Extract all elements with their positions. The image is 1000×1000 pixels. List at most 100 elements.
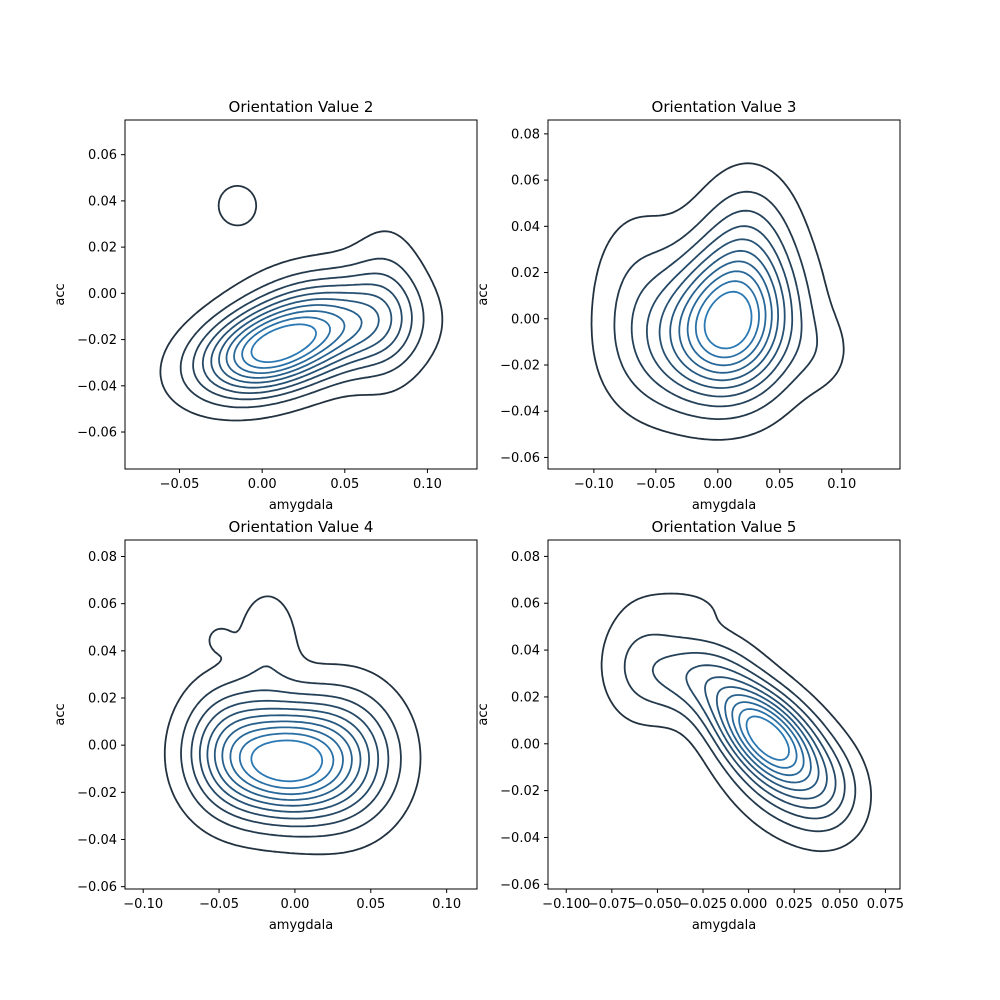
contour-level-8 — [229, 726, 344, 796]
x-tick-label: −0.050 — [633, 897, 681, 912]
contour-level-10 — [250, 739, 324, 783]
y-tick-label: 0.02 — [511, 690, 540, 705]
contour-level-7 — [724, 694, 812, 784]
x-tick-label: 0.025 — [776, 897, 813, 912]
y-tick-label: 0.06 — [511, 597, 540, 612]
y-tick-label: −0.02 — [77, 786, 117, 801]
x-tick-label: −0.10 — [574, 477, 614, 492]
chart-panel-2: −0.10 −0.05 0.00 0.05 0.10 −0.06 −0.04 −0.02 0.0… — [476, 98, 901, 513]
y-tick-label: 0.06 — [88, 597, 117, 612]
y-tick-label: −0.06 — [77, 426, 117, 441]
contour-level-5 — [210, 291, 393, 389]
chart-panel-4: −0.100−0.075−0.050−0.025 0.000 0.025 0.050 0… — [476, 518, 904, 933]
x-tick-label: −0.10 — [123, 897, 163, 912]
axes-frame — [124, 119, 478, 470]
contour-level-9 — [241, 316, 331, 369]
y-tick-label: 0.04 — [88, 644, 117, 659]
contour-level-4 — [685, 664, 837, 809]
y-tick-label: −0.04 — [500, 831, 540, 846]
contour-level-8 — [686, 270, 767, 367]
contour-level-2 — [623, 633, 857, 833]
contour-level-8 — [233, 310, 346, 374]
y-tick-label: 0.02 — [88, 691, 117, 706]
y-tick-label: −0.02 — [500, 358, 540, 373]
contour-level-9 — [694, 280, 760, 359]
y-tick-label: 0.00 — [88, 739, 117, 754]
panel-title: Orientation Value 3 — [652, 98, 797, 116]
y-tick-label: 0.08 — [511, 127, 540, 142]
contour-level-9 — [238, 732, 335, 789]
contour-level-6 — [218, 298, 380, 384]
x-tick-label: 0.00 — [703, 477, 732, 492]
x-tick-label: −0.05 — [199, 897, 239, 912]
x-axis-label: amygdala — [692, 918, 756, 933]
y-axis-label: acc — [476, 703, 491, 725]
y-tick-label: −0.06 — [500, 878, 540, 893]
contour-level-6 — [213, 714, 362, 807]
contour-level-9 — [738, 708, 798, 769]
y-tick-label: −0.06 — [500, 451, 540, 466]
contour-level-3 — [190, 689, 390, 828]
panel-title: Orientation Value 4 — [229, 518, 374, 536]
contour-level-6 — [669, 249, 779, 382]
x-tick-label: 0.075 — [867, 897, 904, 912]
x-tick-label: 0.050 — [821, 897, 858, 912]
chart-panel-3: −0.10 −0.05 0.00 0.05 0.10 −0.06 −0.04 −0.02 0.0… — [53, 518, 478, 933]
x-tick-label: −0.05 — [636, 477, 676, 492]
contour-level-7 — [678, 260, 773, 374]
contour-level-3 — [630, 209, 803, 408]
contour-level-5 — [658, 238, 786, 389]
x-tick-label: −0.025 — [679, 897, 727, 912]
y-tick-label: 0.08 — [88, 550, 117, 565]
contour-level-2 — [613, 190, 818, 420]
contour-level-1 — [163, 595, 422, 856]
y-tick-label: 0.00 — [511, 312, 540, 327]
y-tick-label: −0.02 — [500, 784, 540, 799]
y-axis-label: acc — [476, 283, 491, 305]
contour-level-5 — [206, 707, 370, 813]
contour-level-2 — [179, 257, 425, 409]
contour-level-4 — [646, 225, 794, 398]
x-axis-label: amygdala — [269, 918, 333, 933]
y-tick-label: 0.02 — [511, 266, 540, 281]
y-axis-label: acc — [53, 283, 68, 305]
contour-level-1 — [590, 162, 845, 441]
y-tick-label: 0.00 — [88, 287, 117, 302]
y-tick-label: 0.04 — [511, 644, 540, 659]
y-tick-label: −0.04 — [500, 405, 540, 420]
x-tick-label: 0.10 — [432, 897, 461, 912]
y-tick-label: −0.04 — [77, 379, 117, 394]
x-tick-label: 0.05 — [765, 477, 794, 492]
contour-level-5 — [704, 676, 828, 800]
axes-frame — [124, 539, 478, 890]
contour-level-6 — [715, 686, 820, 792]
chart-panel-1: −0.05 0.00 0.05 0.10 −0.06 −0.04 −0.02 0.00 0.02… — [53, 98, 478, 513]
contour-level-1 — [600, 592, 872, 853]
contour-level-4 — [201, 283, 403, 394]
y-tick-label: 0.06 — [511, 174, 540, 189]
axes-frame — [547, 119, 901, 470]
contour-level-2 — [180, 665, 402, 838]
x-tick-label: −0.075 — [588, 897, 636, 912]
contour-level-7 — [221, 720, 353, 801]
contour-level-10 — [250, 323, 318, 363]
y-tick-label: −0.06 — [77, 880, 117, 895]
y-axis-label: acc — [53, 703, 68, 725]
contour-level-4 — [198, 699, 380, 820]
x-tick-label: −0.100 — [542, 897, 590, 912]
x-tick-label: 0.10 — [827, 477, 856, 492]
contour-level-1 — [159, 185, 444, 422]
x-axis-label: amygdala — [269, 498, 333, 513]
y-tick-label: 0.06 — [88, 148, 117, 163]
y-tick-label: 0.08 — [511, 550, 540, 565]
contour-level-10 — [703, 290, 753, 350]
contour-level-10 — [745, 715, 790, 761]
contour-level-7 — [225, 304, 363, 379]
y-tick-label: 0.02 — [88, 241, 117, 256]
x-tick-label: 0.05 — [356, 897, 385, 912]
contour-level-3 — [192, 272, 413, 401]
x-tick-label: −0.05 — [160, 477, 200, 492]
x-tick-label: 0.00 — [280, 897, 309, 912]
y-tick-label: −0.02 — [77, 333, 117, 348]
contour-level-8 — [731, 701, 805, 777]
